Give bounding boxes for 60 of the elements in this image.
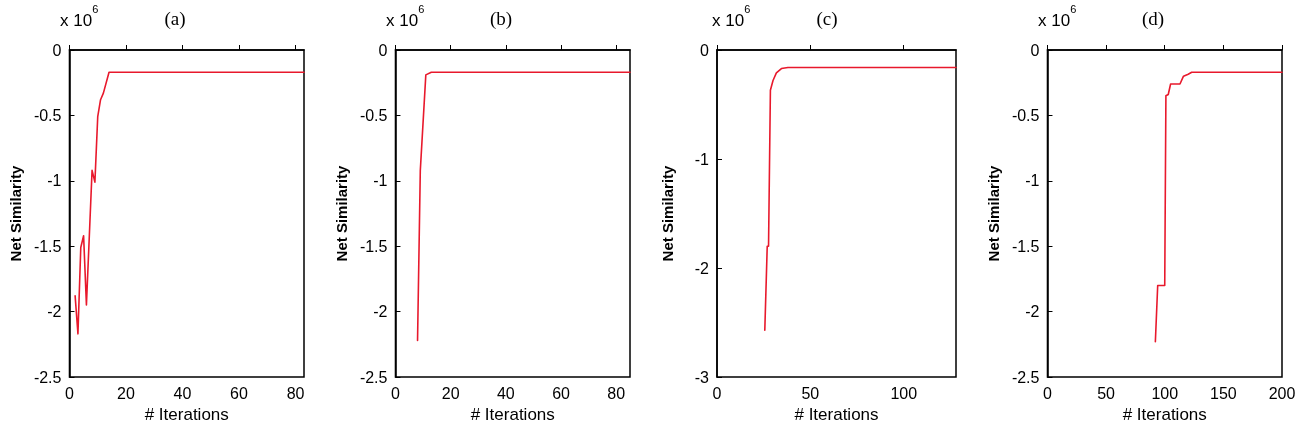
x-tick-label: 60 — [552, 384, 571, 402]
x-axis-title: # Iterations — [794, 404, 879, 424]
chart-title: (a) — [164, 8, 186, 30]
text: x 106 — [1038, 2, 1077, 30]
x-tick-label: 0 — [712, 384, 722, 402]
y-tick-label: 0 — [1030, 41, 1040, 59]
y-tick-label: -2.5 — [359, 368, 388, 386]
y-tick-label: -3 — [694, 368, 710, 386]
x-axis-title: # Iterations — [144, 404, 229, 424]
line-series — [416, 71, 631, 342]
x-tick-label: 150 — [1210, 384, 1237, 402]
text: x 106 — [712, 2, 751, 30]
line-series — [764, 66, 957, 331]
x-tick-label: 100 — [1151, 384, 1179, 402]
x-tick-label: 40 — [173, 384, 192, 402]
x-tick-label: 50 — [801, 384, 820, 402]
y-tick-label: -2.5 — [33, 368, 62, 386]
x-tick-label: 0 — [65, 384, 75, 402]
y-tick-label: 0 — [378, 41, 388, 59]
chart-title: (d) — [1141, 8, 1165, 30]
y-tick-label: -1 — [1025, 172, 1040, 190]
y-tick-label: -0.5 — [1011, 106, 1040, 124]
x-tick-label: 200 — [1268, 384, 1296, 402]
y-axis-title: Net Similarity — [333, 164, 350, 262]
y-tick-label: -0.5 — [359, 106, 388, 124]
y-tick-label: -1 — [373, 172, 388, 190]
x-tick-label: 0 — [391, 384, 401, 402]
y-tick-label: -2 — [1025, 303, 1040, 321]
y-tick-label: -0.5 — [33, 106, 62, 124]
y-tick-label: -1.5 — [359, 237, 388, 255]
line-series — [74, 71, 305, 335]
text: x 106 — [60, 2, 99, 30]
y-tick-label: -2.5 — [1011, 368, 1040, 386]
y-tick-label: -1 — [47, 172, 62, 190]
x-axis-title: # Iterations — [470, 404, 555, 424]
text: x 106 — [386, 2, 425, 30]
x-tick-label: 100 — [890, 384, 918, 402]
x-tick-label: 0 — [1043, 384, 1053, 402]
y-axis-title: Net Similarity — [7, 164, 24, 262]
y-tick-label: -1 — [694, 150, 710, 168]
chart-title: (b) — [489, 8, 513, 30]
x-tick-label: 40 — [496, 384, 515, 402]
y-tick-label: -1.5 — [1011, 237, 1040, 255]
y-tick-label: 0 — [52, 41, 62, 59]
x-tick-label: 20 — [441, 384, 460, 402]
x-tick-label: 50 — [1097, 384, 1116, 402]
x-tick-label: 80 — [607, 384, 626, 402]
y-tick-label: -1.5 — [33, 237, 62, 255]
y-axis-title: Net Similarity — [985, 164, 1002, 262]
y-tick-label: -2 — [694, 259, 710, 277]
x-tick-label: 60 — [230, 384, 249, 402]
y-tick-label: -2 — [373, 303, 388, 321]
y-tick-label: -2 — [47, 303, 62, 321]
x-tick-label: 80 — [286, 384, 305, 402]
y-tick-label: 0 — [700, 41, 710, 59]
line-series — [1154, 71, 1283, 343]
y-axis-title: Net Similarity — [659, 164, 676, 262]
x-axis-title: # Iterations — [1122, 404, 1207, 424]
x-tick-label: 20 — [117, 384, 135, 402]
chart-title: (c) — [816, 8, 838, 30]
